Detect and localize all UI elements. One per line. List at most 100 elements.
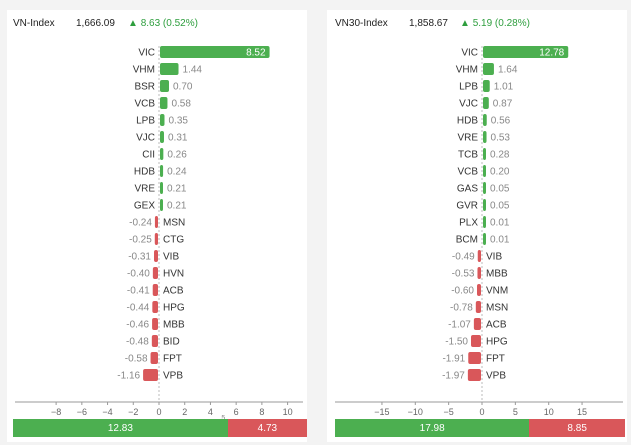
x-tick-label: 10 bbox=[544, 407, 554, 417]
x-tick-label: 0 bbox=[156, 407, 161, 417]
category-label: BCM bbox=[456, 235, 478, 246]
bar-hpg bbox=[152, 301, 158, 313]
x-tick-label: 10 bbox=[283, 407, 293, 417]
value-label: 0.35 bbox=[169, 116, 189, 127]
value-label: 0.87 bbox=[493, 99, 513, 110]
category-label: VCB bbox=[134, 99, 155, 110]
category-label: MSN bbox=[163, 218, 185, 229]
category-label: HVN bbox=[163, 269, 184, 280]
category-label: VPB bbox=[486, 371, 506, 382]
breadth-bar: 17.98 8.85 bbox=[335, 419, 625, 437]
value-label: -1.97 bbox=[442, 371, 465, 382]
index-change: ▲ 5.19 (0.28%) bbox=[460, 18, 530, 29]
bar-vjc bbox=[483, 97, 489, 109]
bar-vib bbox=[154, 250, 158, 262]
contribution-chart: VIC 8.52 VHM 1.44 BSR 0.70 VCB 0.58 LPB 0.35 VJC 0.… bbox=[15, 46, 303, 422]
bar-bid bbox=[151, 335, 158, 347]
bar-ctg bbox=[154, 233, 158, 245]
category-label: VRE bbox=[457, 133, 478, 144]
category-label: VCB bbox=[457, 167, 478, 178]
value-label: 8.52 bbox=[246, 48, 266, 59]
category-label: ACB bbox=[486, 320, 507, 331]
x-tick-label: 4 bbox=[208, 407, 213, 417]
category-label: HDB bbox=[457, 116, 478, 127]
bar-acb bbox=[473, 318, 481, 330]
category-label: VIB bbox=[163, 252, 179, 263]
bar-fpt bbox=[150, 352, 158, 364]
bar-hvn bbox=[152, 267, 158, 279]
bar-hdb bbox=[483, 114, 487, 126]
bar-msn bbox=[154, 216, 158, 228]
bar-mbb bbox=[152, 318, 158, 330]
category-label: CTG bbox=[163, 235, 184, 246]
category-label: HPG bbox=[163, 303, 185, 314]
negative-total-bar: 4.73 bbox=[227, 419, 307, 437]
value-label: -0.40 bbox=[127, 269, 150, 280]
breadth-bar: 12.83 4.73 bbox=[13, 419, 307, 437]
category-label: BID bbox=[163, 337, 180, 348]
value-label: -1.91 bbox=[442, 354, 465, 365]
index-change: ▲ 8.63 (0.52%) bbox=[128, 18, 198, 29]
category-label: VPB bbox=[163, 371, 183, 382]
bar-vcb bbox=[160, 97, 168, 109]
bar-vre bbox=[483, 131, 487, 143]
category-label: HDB bbox=[134, 167, 155, 178]
bar-tcb bbox=[483, 148, 486, 160]
bar-msn bbox=[475, 301, 481, 313]
category-label: BSR bbox=[134, 82, 155, 93]
value-label: 0.53 bbox=[491, 133, 511, 144]
value-label: -1.16 bbox=[117, 371, 140, 382]
value-label: 0.21 bbox=[167, 184, 187, 195]
value-label: 0.26 bbox=[167, 150, 187, 161]
bar-hdb bbox=[160, 165, 164, 177]
value-label: -0.25 bbox=[129, 235, 152, 246]
value-label: 0.24 bbox=[167, 167, 187, 178]
index-value: 1,666.09 bbox=[76, 18, 115, 29]
category-label: GAS bbox=[457, 184, 478, 195]
value-label: -0.49 bbox=[452, 252, 475, 263]
bar-acb bbox=[152, 284, 158, 296]
x-tick-label: −15 bbox=[374, 407, 389, 417]
value-label: 0.58 bbox=[171, 99, 191, 110]
index-value: 1,858.67 bbox=[409, 18, 448, 29]
index-change-text: 5.19 (0.28%) bbox=[472, 18, 530, 29]
x-tick-label: 8 bbox=[259, 407, 264, 417]
value-label: -0.41 bbox=[127, 286, 150, 297]
category-label: FPT bbox=[163, 354, 182, 365]
x-tick-label-extra: 5 bbox=[221, 415, 225, 422]
up-arrow-icon: ▲ bbox=[460, 18, 470, 29]
bar-plx bbox=[483, 216, 486, 228]
category-label: VRE bbox=[134, 184, 155, 195]
value-label: 1.01 bbox=[494, 82, 514, 93]
category-label: VIB bbox=[486, 252, 502, 263]
x-tick-label: −8 bbox=[51, 407, 61, 417]
vn30-index-panel: VN30-Index 1,858.67 ▲ 5.19 (0.28%) VIC 12… bbox=[327, 10, 627, 442]
category-label: HPG bbox=[486, 337, 508, 348]
bar-vic bbox=[160, 46, 270, 58]
bar-vjc bbox=[160, 131, 164, 143]
positive-total-bar: 12.83 bbox=[13, 419, 228, 437]
bar-cii bbox=[160, 148, 164, 160]
negative-total-bar: 8.85 bbox=[529, 419, 625, 437]
bar-lpb bbox=[160, 114, 165, 126]
category-label: PLX bbox=[459, 218, 478, 229]
x-tick-label: −5 bbox=[444, 407, 454, 417]
x-tick-label: −6 bbox=[77, 407, 87, 417]
category-label: MSN bbox=[486, 303, 508, 314]
category-label: MBB bbox=[486, 269, 508, 280]
value-label: 0.21 bbox=[167, 201, 187, 212]
x-tick-label: 15 bbox=[577, 407, 587, 417]
index-name: VN-Index bbox=[13, 18, 55, 29]
category-label: LPB bbox=[459, 82, 478, 93]
value-label: 0.05 bbox=[490, 201, 510, 212]
value-label: 0.31 bbox=[168, 133, 188, 144]
x-tick-label: 5 bbox=[513, 407, 518, 417]
value-label: 0.01 bbox=[490, 235, 510, 246]
positive-total-bar: 17.98 bbox=[335, 419, 530, 437]
x-tick-label: 2 bbox=[182, 407, 187, 417]
bar-lpb bbox=[483, 80, 490, 92]
value-label: -0.58 bbox=[125, 354, 148, 365]
value-label: 0.70 bbox=[173, 82, 193, 93]
value-label: -0.48 bbox=[126, 337, 149, 348]
category-label: CII bbox=[142, 150, 155, 161]
